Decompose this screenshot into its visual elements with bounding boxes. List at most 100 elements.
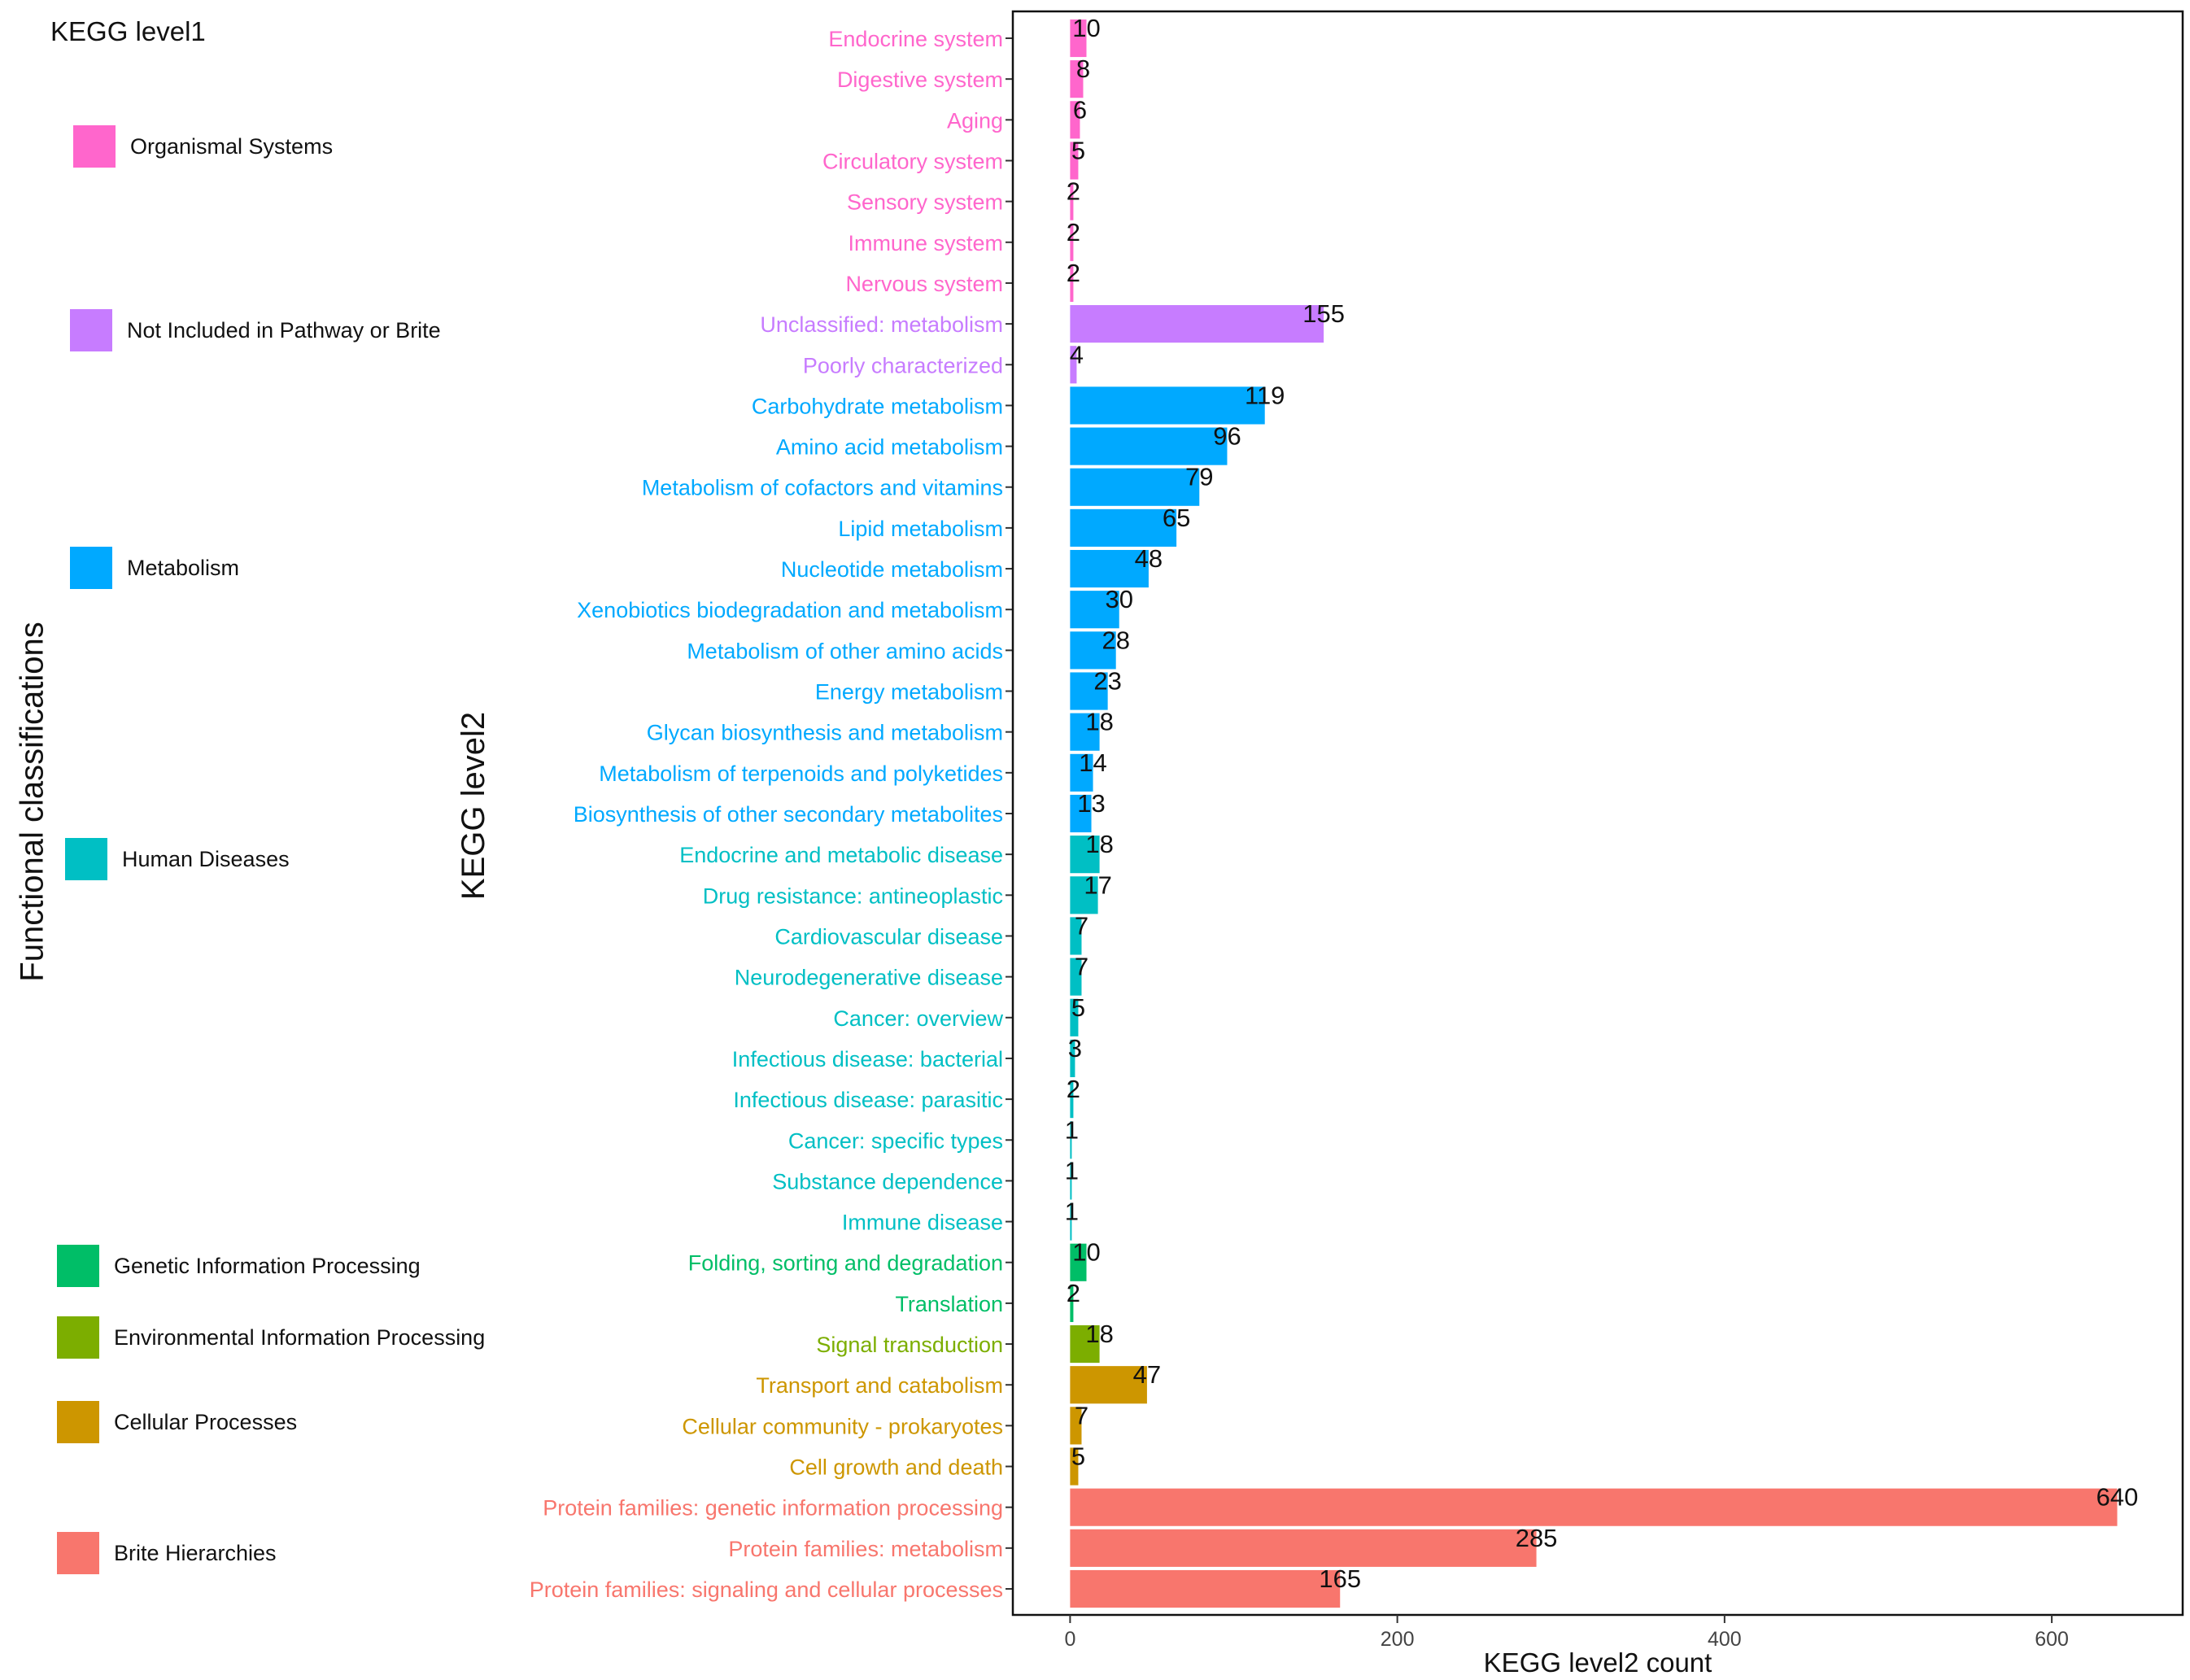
category-label: Metabolism of terpenoids and polyketides [599, 761, 1003, 786]
x-tick-label: 600 [2035, 1628, 2069, 1651]
bar [1070, 1529, 1537, 1567]
bar [1070, 508, 1177, 547]
bar [1070, 427, 1228, 465]
category-label: Amino acid metabolism [776, 435, 1003, 460]
bar-value-label: 5 [1071, 1442, 1085, 1471]
bar-value-label: 4 [1070, 340, 1084, 369]
category-label: Immune disease [842, 1211, 1003, 1235]
category-label: Nucleotide metabolism [781, 557, 1003, 582]
bars-layer [1070, 19, 2118, 1608]
bar [1070, 223, 1074, 261]
legend-label: Metabolism [127, 555, 240, 580]
x-tick-label: 0 [1064, 1628, 1075, 1651]
category-label: Sensory system [847, 190, 1003, 215]
bar-value-label: 1 [1065, 1156, 1079, 1185]
bar-value-label: 119 [1245, 381, 1285, 409]
category-label: Endocrine and metabolic disease [679, 843, 1003, 867]
bar [1070, 917, 1082, 955]
category-label: Digestive system [837, 68, 1003, 92]
bar [1070, 1080, 1074, 1119]
category-label: Substance dependence [772, 1169, 1003, 1193]
category-label: Infectious disease: parasitic [733, 1088, 1003, 1112]
legend-item: Brite Hierarchies [57, 1532, 277, 1574]
bar-value-label: 6 [1073, 95, 1087, 124]
bar-value-label: 79 [1185, 463, 1213, 491]
bar [1070, 958, 1082, 996]
axes-layer: 0 200 400 600 KEGG level2 count [1006, 10, 2184, 1678]
category-label: Cancer: overview [833, 1006, 1003, 1031]
bar [1070, 591, 1119, 629]
category-label: Carbohydrate metabolism [752, 394, 1003, 418]
category-label: Xenobiotics biodegradation and metabolis… [577, 598, 1003, 622]
value-labels-layer: 1086522215541199679654830282318141318177… [1065, 14, 2139, 1593]
bar [1070, 386, 1265, 425]
bar [1070, 19, 1087, 58]
legend-swatch [57, 1316, 99, 1359]
bar-value-label: 8 [1076, 55, 1090, 83]
bar [1070, 264, 1074, 303]
bar [1070, 1243, 1087, 1281]
bar [1070, 182, 1074, 220]
legend-swatch [57, 1532, 99, 1574]
category-label: Endocrine system [828, 27, 1003, 51]
bar-value-label: 165 [1319, 1564, 1361, 1593]
category-label: Transport and catabolism [756, 1373, 1003, 1398]
category-label: Protein families: signaling and cellular… [530, 1577, 1003, 1602]
bar-value-label: 5 [1071, 993, 1085, 1022]
functional-classifications-label: Functional classifications [14, 621, 50, 982]
legend-label: Brite Hierarchies [114, 1540, 277, 1565]
bar [1070, 631, 1116, 670]
legend-item: Metabolism [70, 547, 239, 589]
category-label: Infectious disease: bacterial [732, 1047, 1003, 1071]
bar-value-label: 7 [1075, 1401, 1088, 1429]
bar-value-label: 7 [1075, 911, 1088, 940]
bar [1070, 1447, 1079, 1486]
bar [1070, 1407, 1082, 1445]
bar-value-label: 5 [1071, 136, 1085, 164]
bar [1070, 794, 1092, 833]
bar-value-label: 96 [1213, 422, 1241, 451]
bar-value-label: 10 [1072, 1238, 1100, 1267]
bar-value-label: 18 [1085, 1320, 1113, 1348]
category-label: Aging [947, 108, 1003, 133]
category-label: Translation [895, 1292, 1003, 1316]
legend-label: Environmental Information Processing [114, 1324, 486, 1350]
legend-item: Genetic Information Processing [57, 1245, 421, 1287]
legend-item: Human Diseases [65, 838, 290, 880]
bar [1070, 346, 1077, 384]
category-label: Protein families: metabolism [728, 1537, 1003, 1561]
category-label: Folding, sorting and degradation [688, 1251, 1003, 1276]
x-axis-title: KEGG level2 count [1484, 1647, 1712, 1678]
legend-swatch [70, 309, 112, 351]
x-tick-label: 200 [1381, 1628, 1415, 1651]
bar [1070, 1121, 1072, 1159]
bar [1070, 1569, 1341, 1608]
category-label: Neurodegenerative disease [735, 966, 1003, 990]
bar [1070, 1284, 1074, 1322]
bar [1070, 1162, 1072, 1200]
bar [1070, 836, 1100, 874]
legend-item: Environmental Information Processing [57, 1316, 485, 1359]
bar [1070, 549, 1149, 588]
category-label: Cancer: specific types [788, 1128, 1003, 1153]
bar-value-label: 2 [1067, 1279, 1080, 1307]
bar-value-label: 18 [1085, 830, 1113, 858]
category-label: Unclassified: metabolism [760, 312, 1003, 337]
category-label: Cell growth and death [789, 1455, 1003, 1480]
bar-value-label: 1 [1065, 1115, 1079, 1144]
legend-swatch [70, 547, 112, 589]
legend-item: Organismal Systems [73, 125, 333, 168]
bar-value-label: 155 [1302, 299, 1345, 328]
bar-value-label: 48 [1135, 544, 1163, 573]
bar-value-label: 23 [1093, 667, 1121, 696]
bar [1070, 1202, 1072, 1241]
bar [1070, 998, 1079, 1036]
bar-value-label: 13 [1077, 789, 1105, 818]
legend-item: Not Included in Pathway or Brite [70, 309, 441, 351]
category-label: Drug resistance: antineoplastic [703, 884, 1003, 908]
bar [1070, 142, 1079, 180]
category-label: Poorly characterized [803, 353, 1003, 377]
category-label: Metabolism of other amino acids [687, 639, 1003, 663]
legend-label: Genetic Information Processing [114, 1253, 421, 1278]
